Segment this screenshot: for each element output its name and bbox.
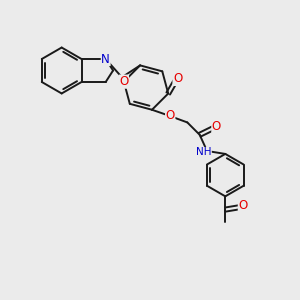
Text: N: N xyxy=(101,52,110,65)
Text: O: O xyxy=(166,109,175,122)
Text: O: O xyxy=(212,120,221,133)
Text: NH: NH xyxy=(196,148,211,158)
Text: O: O xyxy=(173,72,182,86)
Text: O: O xyxy=(238,199,248,212)
Text: O: O xyxy=(119,75,128,88)
